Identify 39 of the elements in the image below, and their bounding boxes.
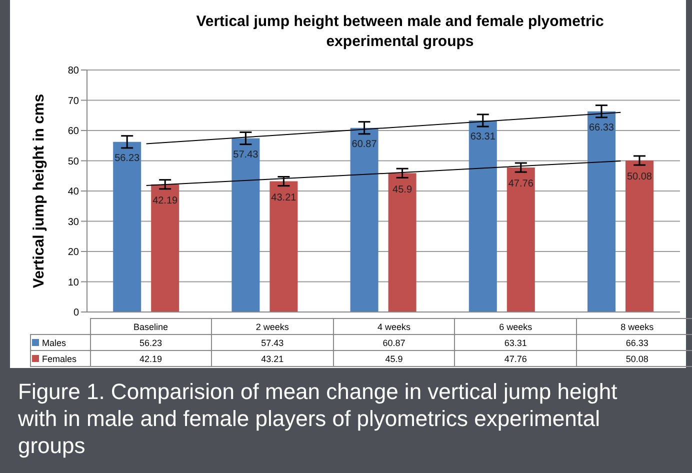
x-tick-label: 8 weeks (576, 318, 692, 334)
data-label: 60.87 (333, 334, 455, 350)
x-tick-label: Baseline (90, 318, 212, 334)
text: 45.9 (392, 184, 412, 196)
y-tick-label: 40 (68, 186, 80, 198)
y-tick-label: 50 (68, 156, 80, 168)
text: 47.76 (508, 178, 534, 190)
text: 60.87 (352, 138, 377, 150)
chart-title: Vertical jump height between male and female plyometric experimental groups (195, 12, 605, 52)
text: 43.21 (271, 192, 296, 204)
y-tick-label: 60 (68, 126, 80, 138)
text: 66.33 (588, 122, 614, 134)
y-axis-title: Vertical jump height in cms (30, 94, 48, 288)
text: 42.19 (152, 195, 178, 206)
text: 50.08 (626, 172, 652, 183)
data-label: 66.33 (576, 334, 692, 350)
text: 57.43 (233, 149, 258, 160)
y-tick-label: 0 (73, 308, 80, 319)
caption: Figure 1. Comparision of mean change in vertical jump height with in male and female players of plyometrics experimental groups (18, 378, 618, 459)
data-label: 57.43 (212, 334, 334, 350)
x-tick-label: 2 weeks (212, 318, 334, 334)
y-tick-label: 20 (68, 247, 80, 258)
data-label: 56.23 (90, 334, 212, 350)
x-tick-label: 4 weeks (333, 318, 455, 334)
data-label: 47.76 (454, 350, 576, 366)
y-tick-label: 10 (68, 277, 80, 288)
text: 56.23 (114, 153, 140, 164)
y-tick-label: 70 (68, 96, 80, 107)
y-tick-label: 30 (68, 216, 80, 228)
data-label: 50.08 (576, 350, 692, 366)
data-label: 42.19 (90, 350, 212, 366)
y-tick-label: 80 (68, 66, 80, 77)
data-label: 63.31 (454, 334, 576, 350)
data-label: 45.9 (333, 350, 455, 366)
legend-label: Males (30, 334, 90, 350)
text: 63.31 (470, 132, 496, 143)
data-label: 43.21 (212, 350, 334, 366)
x-tick-label: 6 weeks (454, 318, 576, 334)
legend-label: Females (30, 350, 90, 366)
